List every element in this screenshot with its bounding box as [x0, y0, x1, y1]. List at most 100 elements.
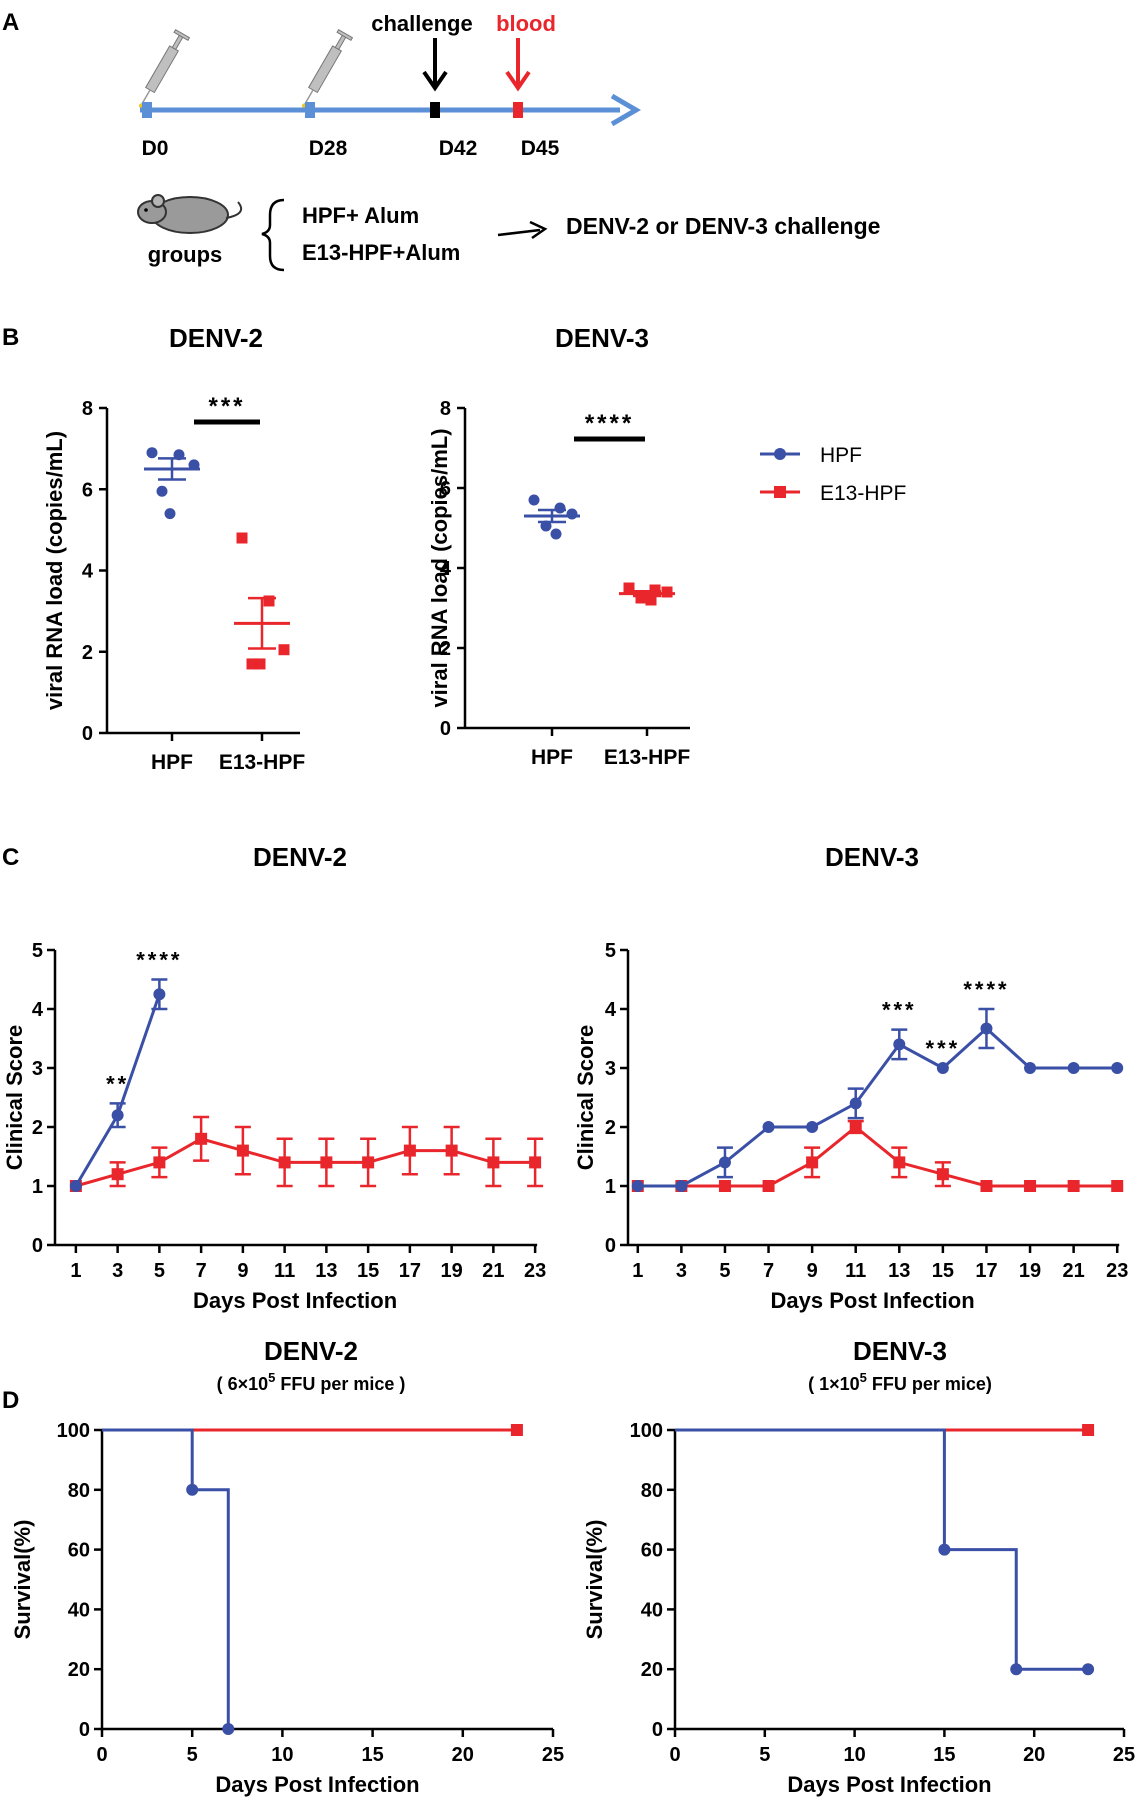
data-point: [645, 594, 657, 606]
syringe-icon: [139, 29, 191, 108]
y-tick-label: 4: [32, 999, 44, 1021]
timeline-arrowhead: [610, 93, 641, 127]
x-tick-label: 10: [843, 1744, 865, 1766]
group-1-label: HPF+ Alum: [302, 203, 419, 228]
data-point: [1111, 1180, 1124, 1192]
significance-label: ****: [585, 410, 634, 437]
data-point: [69, 1180, 82, 1192]
day-label: D0: [142, 137, 169, 160]
data-point: [554, 502, 566, 514]
y-axis-label: viral RNA load (copies/mL): [427, 428, 452, 707]
challenge-arrowhead: [422, 70, 448, 92]
data-point: [675, 1180, 688, 1192]
y-tick-label: 80: [641, 1480, 663, 1502]
x-tick-label: 11: [845, 1260, 866, 1282]
chart-survival-denv2: DENV-2( 6×105 FFU per mice )020406080100…: [10, 1336, 564, 1797]
x-tick-label: 0: [96, 1744, 107, 1766]
data-point: [1024, 1062, 1037, 1074]
data-point: [222, 1723, 235, 1735]
x-tick-label: 25: [1113, 1744, 1135, 1766]
x-axis-label: Days Post Infection: [771, 1288, 975, 1313]
data-point: [278, 644, 290, 656]
x-tick-label: 15: [361, 1744, 383, 1766]
y-tick-label: 8: [82, 398, 93, 420]
chart-viral-load-denv2: DENV-2 0 2 4 6 8 viral RNA load (copies/mL) HPF…: [42, 323, 305, 774]
chart-title: DENV-3: [853, 1336, 947, 1366]
y-tick-label: 8: [440, 398, 451, 420]
x-tick-label: 7: [196, 1260, 207, 1282]
panel-label-b: B: [2, 324, 19, 351]
timeline-marker: [305, 102, 315, 118]
data-point: [762, 1121, 775, 1133]
data-point: [623, 582, 635, 594]
x-tick-label: 17: [399, 1260, 421, 1282]
y-tick-label: 2: [605, 1117, 616, 1139]
data-point: [362, 1156, 375, 1169]
x-tick-label: 13: [888, 1260, 910, 1282]
data-point: [718, 1156, 731, 1169]
blood-arrowhead: [505, 70, 531, 92]
data-point: [236, 1144, 249, 1157]
legend-e13-marker: [774, 486, 786, 498]
schedule-panel: challenge blood D0 D28 D42 D45 groups HP…: [137, 11, 880, 272]
y-axis-label: Clinical Score: [573, 1025, 598, 1171]
data-point: [631, 1180, 644, 1192]
mouse-icon: [137, 194, 242, 234]
x-axis-label: Days Post Infection: [193, 1288, 397, 1313]
x-tick-label: 3: [676, 1260, 687, 1282]
data-point: [936, 1168, 949, 1181]
y-tick-label: 40: [641, 1599, 663, 1621]
day-label: D45: [521, 137, 560, 160]
data-point: [403, 1144, 416, 1157]
x-tick-label: 15: [933, 1744, 955, 1766]
significance-label: ***: [208, 393, 245, 420]
y-axis-label: Survival(%): [10, 1520, 35, 1640]
data-point: [156, 485, 168, 497]
y-tick-label: 80: [68, 1480, 90, 1502]
group-arrowhead: [529, 220, 548, 240]
legend-e13-label: E13-HPF: [820, 482, 906, 505]
data-point: [893, 1156, 906, 1169]
x-tick-label: HPF: [531, 746, 573, 769]
y-tick-label: 0: [79, 1719, 90, 1741]
x-tick-label: 11: [274, 1260, 295, 1282]
x-tick-label: 0: [669, 1744, 680, 1766]
data-point: [849, 1121, 862, 1133]
data-point: [1082, 1663, 1095, 1676]
chart-subtitle: ( 6×105 FFU per mice ): [217, 1370, 406, 1394]
survival-curve-hpf: [102, 1428, 230, 1729]
data-point: [980, 1022, 993, 1035]
x-tick-label: 15: [932, 1260, 954, 1282]
y-tick-label: 100: [630, 1420, 663, 1442]
data-point: [164, 508, 176, 520]
group-brace: [261, 198, 285, 272]
syringe-icon: [302, 29, 354, 108]
data-point: [278, 1156, 291, 1169]
data-point: [263, 595, 275, 607]
data-point: [153, 988, 166, 1001]
series-line-e13: [75, 1137, 536, 1188]
blood-label: blood: [496, 11, 556, 36]
y-tick-label: 5: [605, 940, 616, 962]
x-axis-label: Days Post Infection: [215, 1772, 419, 1797]
challenge-label: challenge: [371, 11, 472, 36]
y-tick-label: 1: [32, 1176, 43, 1198]
data-point: [893, 1038, 906, 1051]
x-tick-label: 7: [763, 1260, 774, 1282]
chart-title: DENV-2: [264, 1336, 358, 1366]
data-point: [320, 1156, 333, 1169]
x-tick-label: 9: [807, 1260, 818, 1282]
x-tick-label: 23: [524, 1260, 546, 1282]
y-tick-label: 60: [641, 1540, 663, 1562]
chart-viral-load-denv3: DENV-3 0 2 4 6 8 viral RNA load (copies/mL) HPF…: [427, 323, 690, 769]
data-point: [635, 592, 647, 604]
x-tick-label: 5: [719, 1260, 730, 1282]
y-tick-label: 2: [440, 638, 451, 660]
y-tick-label: 20: [641, 1659, 663, 1681]
groups-label: groups: [148, 242, 223, 267]
significance-label: **: [106, 1071, 129, 1096]
y-tick-label: 0: [605, 1235, 616, 1257]
significance-label: ****: [963, 977, 1009, 1002]
